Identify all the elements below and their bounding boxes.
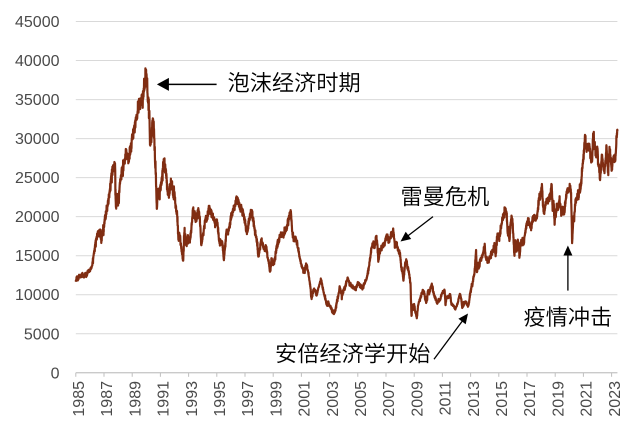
svg-text:2011: 2011 bbox=[438, 381, 455, 416]
svg-text:20000: 20000 bbox=[15, 209, 60, 226]
svg-text:2013: 2013 bbox=[466, 381, 483, 417]
svg-text:2023: 2023 bbox=[607, 381, 624, 417]
svg-text:2003: 2003 bbox=[325, 381, 342, 417]
svg-text:1999: 1999 bbox=[268, 381, 285, 417]
svg-text:2015: 2015 bbox=[494, 381, 511, 417]
svg-text:15000: 15000 bbox=[15, 248, 60, 265]
svg-text:5000: 5000 bbox=[24, 326, 60, 343]
svg-text:10000: 10000 bbox=[15, 287, 60, 304]
svg-text:1991: 1991 bbox=[156, 381, 173, 417]
svg-text:25000: 25000 bbox=[15, 170, 60, 187]
svg-text:1989: 1989 bbox=[127, 381, 144, 417]
svg-text:40000: 40000 bbox=[15, 53, 60, 70]
svg-text:45000: 45000 bbox=[15, 14, 60, 31]
svg-text:2019: 2019 bbox=[550, 381, 567, 417]
svg-text:2009: 2009 bbox=[409, 381, 426, 417]
svg-text:2005: 2005 bbox=[353, 381, 370, 417]
svg-text:2021: 2021 bbox=[579, 381, 596, 417]
svg-text:1997: 1997 bbox=[240, 381, 257, 417]
svg-text:1985: 1985 bbox=[71, 381, 88, 417]
svg-text:2017: 2017 bbox=[522, 381, 539, 417]
svg-text:2007: 2007 bbox=[381, 381, 398, 417]
svg-text:1995: 1995 bbox=[212, 381, 229, 417]
svg-text:1987: 1987 bbox=[99, 381, 116, 417]
svg-text:30000: 30000 bbox=[15, 131, 60, 148]
svg-text:35000: 35000 bbox=[15, 92, 60, 109]
svg-text:1993: 1993 bbox=[184, 381, 201, 417]
svg-text:0: 0 bbox=[51, 365, 60, 382]
svg-text:2001: 2001 bbox=[297, 381, 314, 417]
